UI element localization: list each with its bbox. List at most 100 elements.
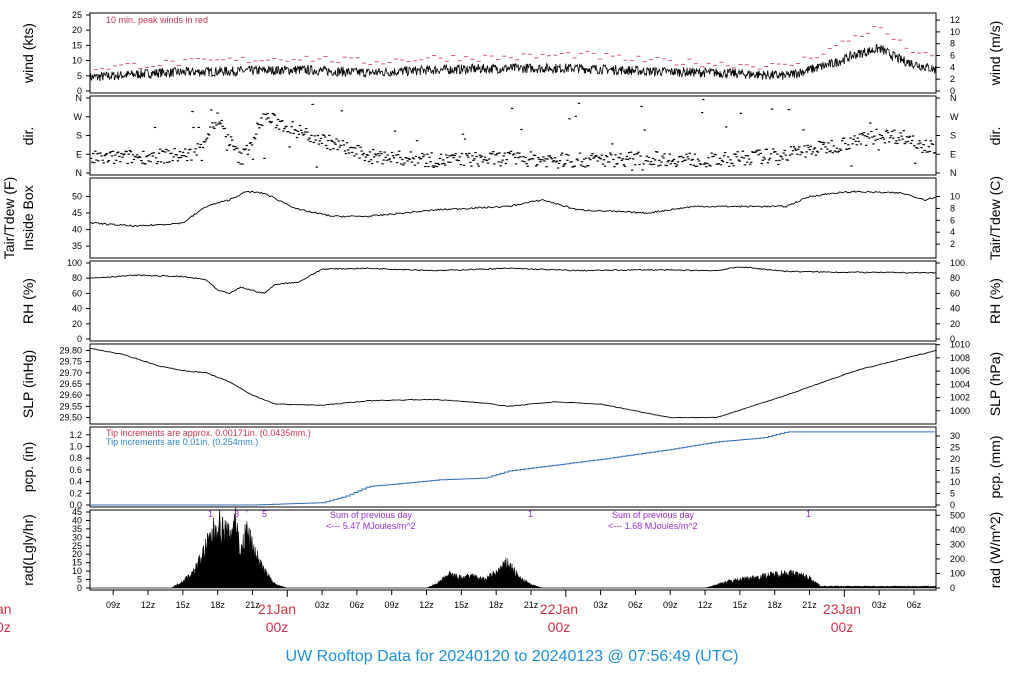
time-tick-label: 21z [245, 600, 260, 610]
pcp-left-label: pcp. (in) [20, 442, 36, 493]
y-tick-label: 0 [77, 583, 82, 593]
dir-right-label: dir. [987, 127, 1003, 146]
wind-panel [89, 12, 937, 94]
day-label-22jan: 22Jan [540, 601, 578, 617]
y-tick-label: 400 [950, 525, 965, 535]
y-tick-label: N [76, 168, 83, 178]
time-tick-label: 03z [872, 600, 887, 610]
y-tick-label: 20 [72, 25, 82, 35]
day-label-fragment: an [0, 601, 12, 617]
time-tick-label: 15z [176, 600, 191, 610]
y-tick-label: S [950, 131, 956, 141]
y-tick-label: 40 [72, 225, 82, 235]
y-tick-label: 1008 [950, 353, 970, 363]
y-tick-label: 20 [72, 319, 82, 329]
y-tick-label: 5 [77, 71, 82, 81]
y-tick-label: 20 [950, 454, 960, 464]
y-tick-label: N [950, 93, 957, 103]
y-tick-label: 35 [72, 241, 82, 251]
y-tick-label: 15 [72, 558, 82, 568]
rad-panel [89, 509, 937, 591]
tair-series-line [89, 190, 936, 228]
y-tick-label: 0.8 [69, 453, 82, 463]
time-tick-label: 06z [907, 600, 922, 610]
y-tick-label: 4 [950, 227, 955, 237]
time-tick-label: 03z [593, 600, 608, 610]
rad-series-area [90, 506, 937, 589]
y-tick-label: N [76, 93, 83, 103]
y-tick-label: 0.6 [69, 465, 82, 475]
y-tick-label: 100 [950, 258, 965, 268]
day-sub-23jan: 00z [831, 619, 854, 635]
pcp-tip-note-old: Tip increments are approx. 0.00171in. (0… [106, 428, 311, 438]
y-tick-label: 10 [950, 192, 960, 202]
time-tick-label: 09z [106, 600, 121, 610]
y-tick-label: 20 [72, 549, 82, 559]
y-tick-label: 10 [950, 27, 960, 37]
rh-left-label: RH (%) [20, 278, 36, 324]
pcp-panel [89, 426, 937, 508]
y-tick-label: 15 [72, 40, 82, 50]
pcp-right-label: pcp. (mm) [987, 436, 1003, 499]
y-tick-label: 35 [72, 524, 82, 534]
rad-sum-title-2: Sum of previous day [612, 510, 695, 520]
time-tick-label: 15z [454, 600, 469, 610]
dir-left-label: dir. [20, 127, 36, 146]
y-tick-label: 1006 [950, 366, 970, 376]
y-tick-label: 60 [950, 288, 960, 298]
rad-left-label: rad(Lgly/hr) [20, 514, 36, 586]
panel-frames [89, 12, 937, 591]
y-tick-label: 29.75 [59, 357, 82, 367]
y-tick-label: 29.70 [59, 368, 82, 378]
chart-title: UW Rooftop Data for 20240120 to 20240123… [285, 648, 739, 665]
y-tick-label: N [950, 168, 957, 178]
y-tick-label: 100 [950, 568, 965, 578]
y-tick-label: 0 [77, 334, 82, 344]
y-tick-label: 2 [950, 74, 955, 84]
y-tick-label: 0.2 [69, 488, 82, 498]
time-tick-label: 18z [210, 600, 225, 610]
y-tick-label: 0.0 [69, 500, 82, 510]
y-tick-label: 15 [950, 465, 960, 475]
y-tick-label: 29.80 [59, 345, 82, 355]
y-tick-label: 1000 [950, 406, 970, 416]
y-tick-label: 1004 [950, 379, 970, 389]
slp-series-line [90, 347, 937, 419]
y-tick-label: 30 [72, 532, 82, 542]
y-tick-label: 0 [77, 86, 82, 96]
y-tick-label: 45 [72, 507, 82, 517]
slp-right-label: SLP (hPa) [987, 352, 1003, 416]
y-tick-label: 1.0 [69, 442, 82, 452]
temp-left-label-2: Inside Box [20, 185, 36, 250]
y-tick-label: 12 [950, 15, 960, 25]
y-tick-label: 29.50 [59, 413, 82, 423]
y-tick-label: 25 [72, 541, 82, 551]
y-tick-label: 6 [950, 215, 955, 225]
y-tick-label: 5 [77, 575, 82, 585]
y-tick-label: W [74, 112, 83, 122]
day-label-21jan: 21Jan [258, 601, 296, 617]
y-tick-label: 100 [67, 258, 82, 268]
slp-left-label: SLP (inHg) [20, 350, 36, 418]
wind-peak-note: 10 min. peak winds in red [106, 15, 208, 25]
y-tick-label: 0 [950, 86, 955, 96]
y-tick-label: 29.55 [59, 401, 82, 411]
time-tick-label: 12z [419, 600, 434, 610]
y-tick-label: 4 [950, 62, 955, 72]
y-tick-label: 40 [950, 304, 960, 314]
plot-layer [89, 25, 937, 589]
y-tick-label: S [76, 131, 82, 141]
temp-left-label-1: Tair/Tdew (F) [1, 177, 17, 259]
pcp-tip-note-new: Tip increments are 0.01in. (0.254mm.) [106, 437, 258, 447]
time-tick-label: 18z [489, 600, 504, 610]
rh-panel [89, 260, 937, 342]
y-tick-label: 2 [950, 239, 955, 249]
y-tick-label: 25 [72, 10, 82, 20]
wind-series-line [89, 43, 937, 83]
time-tick-label: 06z [628, 600, 643, 610]
y-tick-label: 10 [72, 56, 82, 66]
day-sub-fragment: 0z [0, 619, 11, 635]
rad-mark-1: 1 [208, 509, 213, 519]
y-tick-label: 10 [72, 566, 82, 576]
